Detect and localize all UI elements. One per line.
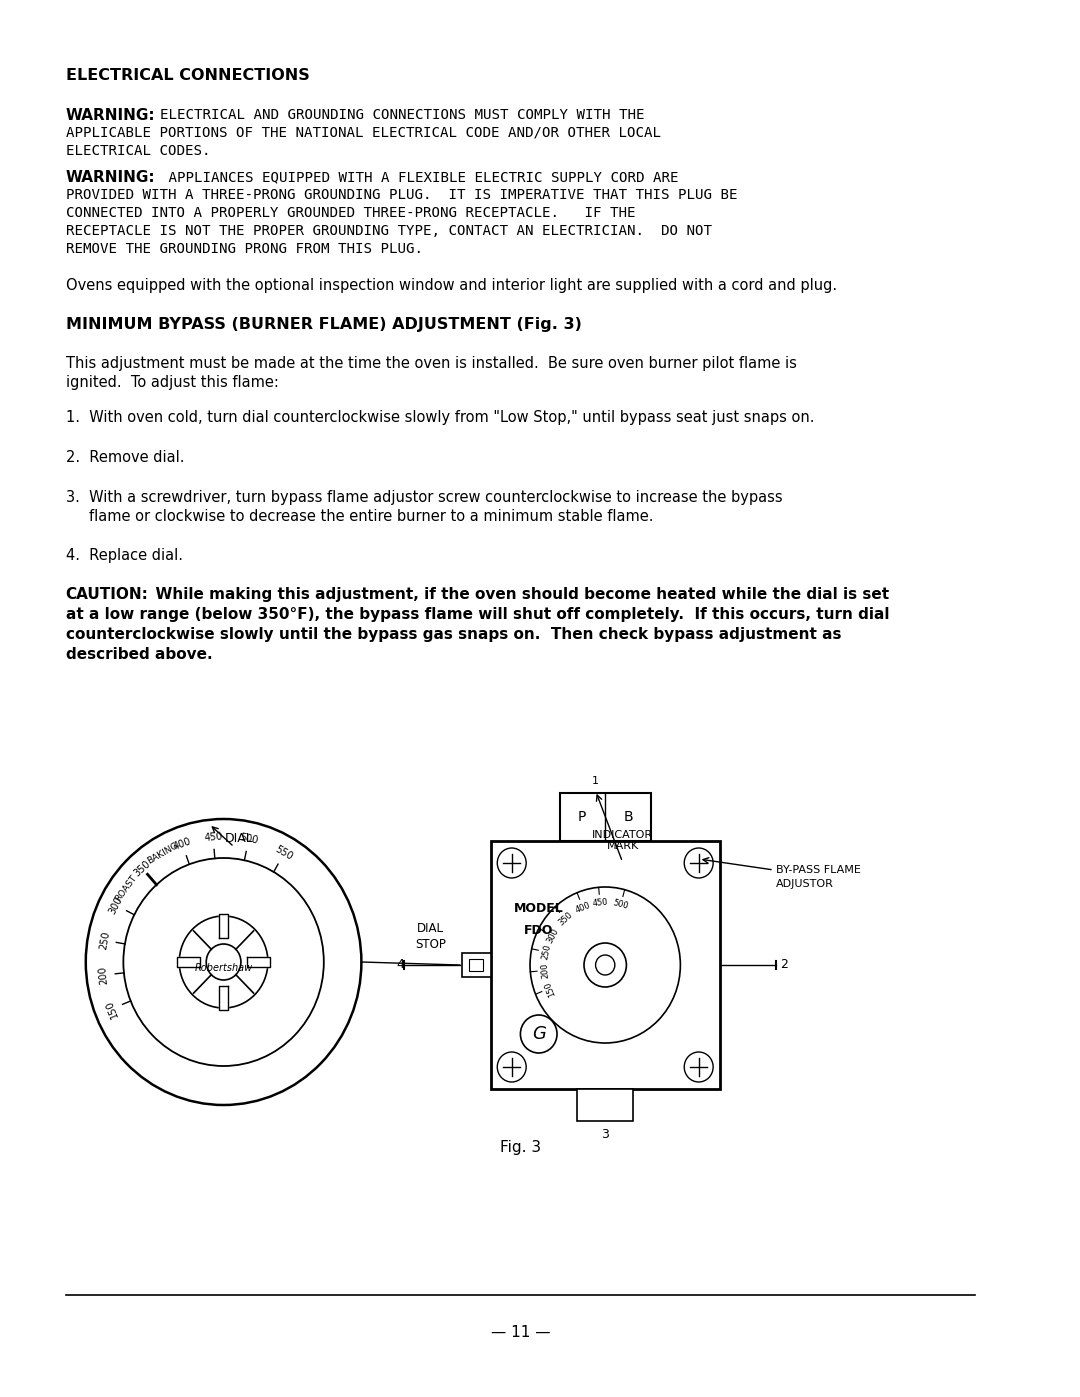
Text: counterclockwise slowly until the bypass gas snaps on.  Then check bypass adjust: counterclockwise slowly until the bypass…	[66, 627, 841, 643]
Text: — 11 —: — 11 —	[490, 1324, 550, 1340]
Polygon shape	[219, 986, 228, 1010]
Bar	[461, 953, 490, 977]
Circle shape	[530, 887, 680, 1044]
Text: PROVIDED WITH A THREE-PRONG GROUNDING PLUG.  IT IS IMPERATIVE THAT THIS PLUG BE: PROVIDED WITH A THREE-PRONG GROUNDING PL…	[66, 189, 737, 203]
Text: INDICATOR: INDICATOR	[592, 830, 653, 840]
Text: While making this adjustment, if the oven should become heated while the dial is: While making this adjustment, if the ove…	[145, 587, 889, 602]
Text: flame or clockwise to decrease the entire burner to a minimum stable flame.: flame or clockwise to decrease the entir…	[89, 509, 653, 524]
Circle shape	[595, 956, 615, 975]
Circle shape	[685, 848, 713, 877]
Circle shape	[584, 943, 626, 988]
Text: 3: 3	[602, 1129, 609, 1141]
Text: ADJUSTOR: ADJUSTOR	[775, 879, 834, 888]
Text: WARNING:: WARNING:	[66, 170, 156, 184]
Text: ELECTRICAL CODES.: ELECTRICAL CODES.	[66, 144, 210, 158]
Text: MODEL: MODEL	[514, 902, 564, 915]
Text: ROAST: ROAST	[113, 873, 138, 904]
Text: This adjustment must be made at the time the oven is installed.  Be sure oven bu: This adjustment must be made at the time…	[66, 356, 796, 372]
Text: 4: 4	[396, 958, 404, 971]
Text: 1.  With oven cold, turn dial counterclockwise slowly from "Low Stop," until byp: 1. With oven cold, turn dial countercloc…	[66, 409, 814, 425]
Text: 550: 550	[273, 844, 295, 862]
Text: BAKING: BAKING	[146, 841, 180, 866]
Text: 250: 250	[541, 943, 553, 961]
Text: 400: 400	[172, 837, 192, 852]
Circle shape	[123, 858, 324, 1066]
Text: 450: 450	[592, 898, 608, 908]
Bar	[490, 841, 720, 1090]
Text: 300: 300	[544, 926, 561, 944]
Text: DIAL: DIAL	[225, 833, 254, 845]
Bar	[577, 1090, 633, 1120]
Text: 300: 300	[107, 894, 124, 915]
Text: at a low range (below 350°F), the bypass flame will shut off completely.  If thi: at a low range (below 350°F), the bypass…	[66, 608, 889, 622]
Text: 3.  With a screwdriver, turn bypass flame adjustor screw counterclockwise to inc: 3. With a screwdriver, turn bypass flame…	[66, 490, 782, 504]
Text: 2.  Remove dial.: 2. Remove dial.	[66, 450, 184, 465]
Polygon shape	[246, 957, 270, 967]
Text: 200: 200	[97, 965, 109, 985]
Polygon shape	[219, 914, 228, 937]
Text: CONNECTED INTO A PROPERLY GROUNDED THREE-PRONG RECEPTACLE.   IF THE: CONNECTED INTO A PROPERLY GROUNDED THREE…	[66, 205, 635, 219]
Text: B: B	[623, 810, 633, 824]
Text: 350: 350	[133, 859, 153, 879]
Text: 200: 200	[540, 963, 551, 979]
Text: ignited.  To adjust this flame:: ignited. To adjust this flame:	[66, 374, 279, 390]
Text: WARNING:: WARNING:	[66, 108, 156, 123]
Text: RECEPTACLE IS NOT THE PROPER GROUNDING TYPE, CONTACT AN ELECTRICIAN.  DO NOT: RECEPTACLE IS NOT THE PROPER GROUNDING T…	[66, 224, 712, 237]
Text: CAUTION:: CAUTION:	[66, 587, 148, 602]
Text: Fig. 3: Fig. 3	[500, 1140, 541, 1155]
Text: DIAL: DIAL	[417, 922, 444, 936]
Polygon shape	[177, 957, 201, 967]
Text: MINIMUM BYPASS (BURNER FLAME) ADJUSTMENT (Fig. 3): MINIMUM BYPASS (BURNER FLAME) ADJUSTMENT…	[66, 317, 581, 332]
Circle shape	[497, 848, 526, 877]
Text: 500: 500	[612, 898, 630, 911]
Text: G: G	[531, 1025, 545, 1044]
Text: Robertshaw: Robertshaw	[194, 963, 253, 972]
Text: 150: 150	[104, 999, 120, 1020]
Text: 400: 400	[573, 901, 592, 915]
Text: described above.: described above.	[66, 647, 212, 662]
Text: 500: 500	[239, 833, 259, 847]
Text: ELECTRICAL AND GROUNDING CONNECTIONS MUST COMPLY WITH THE: ELECTRICAL AND GROUNDING CONNECTIONS MUS…	[143, 108, 644, 122]
Circle shape	[206, 944, 241, 981]
Text: 150: 150	[542, 979, 557, 997]
Text: APPLICABLE PORTIONS OF THE NATIONAL ELECTRICAL CODE AND/OR OTHER LOCAL: APPLICABLE PORTIONS OF THE NATIONAL ELEC…	[66, 126, 661, 140]
Circle shape	[179, 916, 268, 1009]
Text: BY-PASS FLAME: BY-PASS FLAME	[775, 865, 861, 875]
Text: ELECTRICAL CONNECTIONS: ELECTRICAL CONNECTIONS	[66, 68, 309, 82]
Circle shape	[685, 1052, 713, 1083]
Bar	[470, 958, 483, 971]
Text: REMOVE THE GROUNDING PRONG FROM THIS PLUG.: REMOVE THE GROUNDING PRONG FROM THIS PLU…	[66, 242, 422, 256]
Bar	[559, 793, 651, 841]
Text: 350: 350	[556, 911, 575, 928]
Circle shape	[497, 1052, 526, 1083]
Circle shape	[521, 1016, 557, 1053]
Text: 2: 2	[780, 958, 787, 971]
Text: APPLIANCES EQUIPPED WITH A FLEXIBLE ELECTRIC SUPPLY CORD ARE: APPLIANCES EQUIPPED WITH A FLEXIBLE ELEC…	[143, 170, 678, 184]
Text: 450: 450	[203, 831, 222, 842]
Text: 4.  Replace dial.: 4. Replace dial.	[66, 548, 183, 563]
Text: MARK: MARK	[607, 841, 638, 851]
Text: Ovens equipped with the optional inspection window and interior light are suppli: Ovens equipped with the optional inspect…	[66, 278, 837, 293]
Text: FDO: FDO	[524, 925, 553, 937]
Text: 1: 1	[592, 775, 599, 787]
Text: STOP: STOP	[416, 939, 446, 951]
Text: P: P	[578, 810, 586, 824]
Text: 250: 250	[98, 930, 111, 950]
